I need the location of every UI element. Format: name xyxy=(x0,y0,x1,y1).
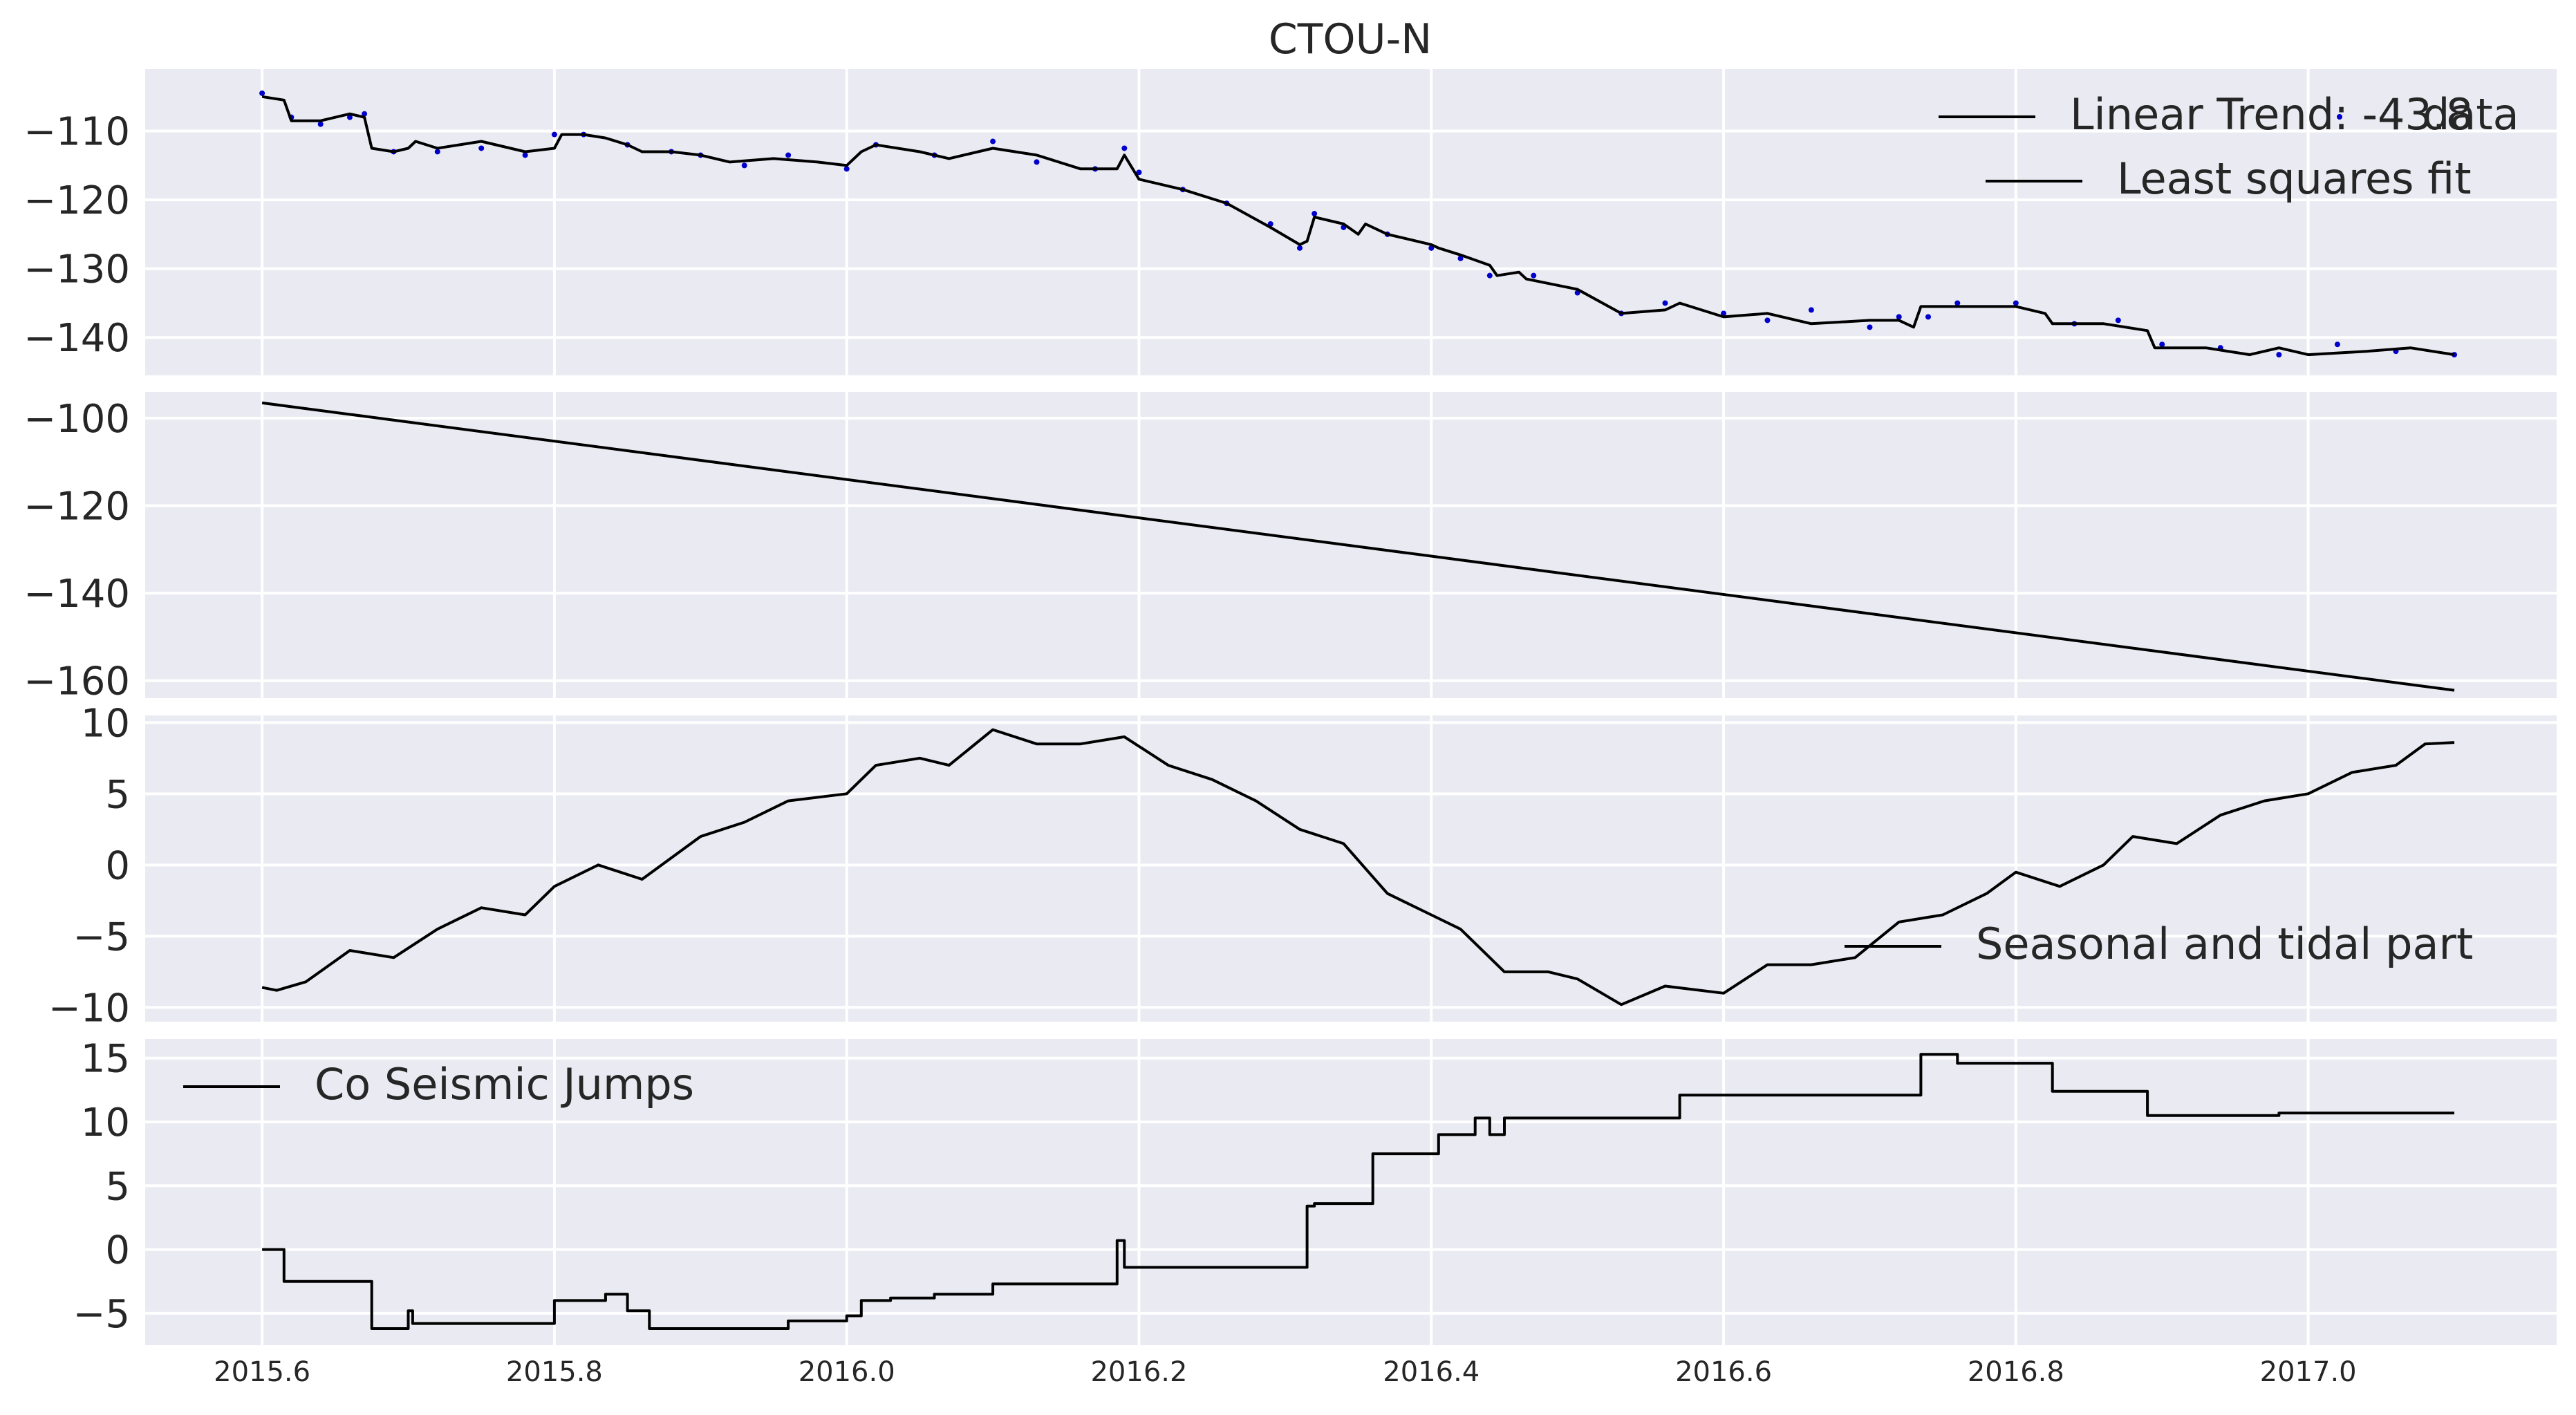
panel-background xyxy=(145,715,2557,1022)
data-point xyxy=(1297,245,1303,251)
panel-jumps: 15 10 5 0 −5 Co Seismic Jumps xyxy=(73,1037,2557,1345)
y-tick-label: 15 xyxy=(81,1037,130,1082)
y-tick-label: −140 xyxy=(24,316,130,361)
legend-seasonal: Seasonal and tidal part xyxy=(1845,919,2473,969)
panel-background xyxy=(145,69,2557,375)
legend-label: data xyxy=(2423,89,2519,140)
y-tick-label: −100 xyxy=(24,397,130,442)
x-axis: 2015.6 2015.8 2016.0 2016.2 2016.4 2016.6 2016… xyxy=(214,1356,2356,1388)
data-point xyxy=(843,166,850,172)
y-tick-label: 0 xyxy=(105,843,130,888)
y-tick-label: −120 xyxy=(24,178,130,223)
y-tick-label: −110 xyxy=(24,110,130,155)
data-point xyxy=(1721,310,1727,317)
data-point xyxy=(478,145,485,151)
panel-seasonal: 10 5 0 −5 −10 Seasonal and tidal part xyxy=(48,701,2557,1031)
y-tick-label: −120 xyxy=(24,485,130,530)
x-tick-label: 2016.0 xyxy=(799,1356,895,1388)
y-tick-label: 10 xyxy=(81,1100,130,1145)
x-tick-label: 2017.0 xyxy=(2260,1356,2357,1388)
x-tick-label: 2016.2 xyxy=(1090,1356,1187,1388)
series-line-seasonal-and-tidal-part xyxy=(261,728,2455,1006)
panel-fit: −110 −120 −130 −140 data Least squares fit xyxy=(24,69,2557,375)
data-point xyxy=(1954,300,1961,306)
data-point xyxy=(522,152,528,158)
x-tick-label: 2015.6 xyxy=(214,1356,310,1388)
panel-background xyxy=(145,1039,2557,1345)
data-point xyxy=(785,152,792,158)
data-point xyxy=(2276,352,2282,358)
data-point xyxy=(1867,324,1873,330)
x-tick-label: 2016.6 xyxy=(1675,1356,1772,1388)
y-tick-label: 0 xyxy=(105,1228,130,1273)
data-point xyxy=(1034,159,1040,165)
y-tick-label: 10 xyxy=(81,701,130,746)
data-point xyxy=(362,111,368,117)
legend-label: Co Seismic Jumps xyxy=(315,1059,694,1109)
y-tick-label: −160 xyxy=(24,659,130,704)
data-point xyxy=(2115,317,2121,324)
chart-title: CTOU-N xyxy=(1269,15,1432,64)
series-line-least-squares-fit xyxy=(261,95,2455,357)
x-tick-label: 2015.8 xyxy=(506,1356,603,1388)
data-point xyxy=(1136,169,1142,176)
data-point xyxy=(346,114,353,120)
legend-label: Linear Trend: -43.8 xyxy=(2070,89,2473,140)
legend-fit: data Least squares fit xyxy=(1986,89,2519,204)
y-tick-label: −10 xyxy=(48,986,130,1031)
data-point xyxy=(2159,341,2165,348)
series-line-co-seismic-jumps xyxy=(262,1053,2454,1330)
x-tick-label: 2016.4 xyxy=(1383,1356,1480,1388)
data-point xyxy=(1486,272,1493,279)
data-point xyxy=(1808,307,1814,313)
y-tick-label: 5 xyxy=(105,772,130,817)
y-tick-label: −130 xyxy=(24,247,130,292)
legend-label: Seasonal and tidal part xyxy=(1976,919,2473,969)
data-point xyxy=(434,149,440,155)
data-point xyxy=(2334,341,2340,348)
data-point xyxy=(1662,300,1668,306)
legend-marker xyxy=(2337,114,2342,120)
data-point xyxy=(741,162,747,169)
data-point xyxy=(551,131,557,138)
data-point xyxy=(1896,314,1902,320)
x-tick-label: 2016.8 xyxy=(1968,1356,2064,1388)
series-line-linear-trend-43-8 xyxy=(261,401,2455,692)
data-point xyxy=(1764,317,1771,324)
data-point xyxy=(1312,211,1318,217)
data-point xyxy=(2013,300,2019,306)
legend-label: Least squares fit xyxy=(2117,153,2472,204)
data-point xyxy=(1457,255,1464,261)
legend-jumps: Co Seismic Jumps xyxy=(183,1059,694,1109)
y-tick-label: 5 xyxy=(105,1164,130,1209)
y-tick-label: −5 xyxy=(73,1292,130,1337)
data-point xyxy=(1925,314,1932,320)
data-point xyxy=(1531,272,1537,279)
data-point xyxy=(1121,145,1128,151)
y-tick-label: −5 xyxy=(73,915,130,959)
data-point xyxy=(259,90,265,96)
data-point xyxy=(317,121,324,127)
y-tick-label: −140 xyxy=(24,572,130,617)
legend-trend: Linear Trend: -43.8 xyxy=(1939,89,2473,140)
panel-trend: −100 −120 −140 −160 Linear Trend: -43.8 xyxy=(24,89,2557,704)
data-point xyxy=(990,138,996,144)
